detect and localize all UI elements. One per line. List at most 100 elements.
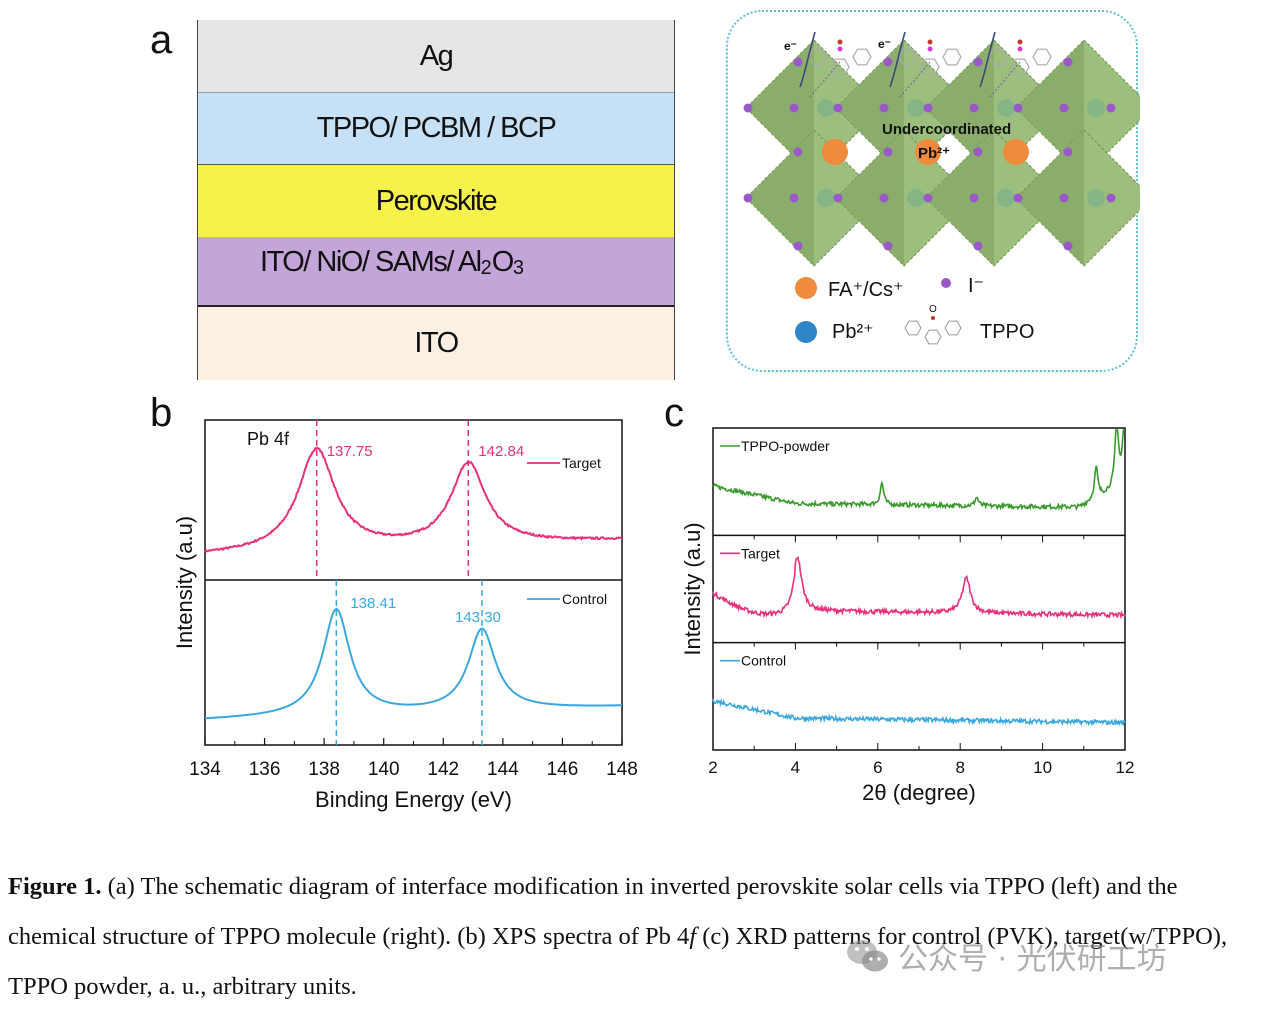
series-line-tppo-powder: [712, 429, 1125, 512]
benzene-ring: [944, 320, 962, 336]
plot-frame: [204, 419, 623, 746]
caption-italic: f: [689, 923, 697, 950]
iodide-atom: [883, 57, 893, 67]
layer-perovskite: Perovskite: [198, 165, 674, 237]
panel-c-letter: c: [664, 391, 684, 435]
electron-path: [889, 31, 906, 88]
peak-label: 138.41: [350, 595, 396, 612]
phosphorus-atom: [1017, 46, 1023, 52]
peak-label: 143.30: [455, 609, 501, 626]
iodide-atom: [833, 103, 843, 113]
iodide-atom: [973, 241, 983, 251]
legend-pb-icon: [795, 321, 817, 343]
phosphorus-atom: [837, 46, 843, 52]
iodide-atom: [833, 193, 843, 203]
octahedron: [835, 129, 973, 267]
pb-atom: [1087, 99, 1105, 117]
peak-label: 142.84: [478, 443, 524, 460]
pb-annotation-label: Pb²⁺: [918, 145, 950, 162]
schematic-drawing: e⁻ e⁻ Undercoordinated Pb²⁺ FA⁺/Cs⁺ I⁻ Pb²⁺ O TP…: [743, 31, 1140, 345]
series-line-target: [204, 446, 623, 553]
iodide-atom: [793, 57, 803, 67]
tppo-molecule: [799, 31, 872, 98]
layer-label: Ag: [419, 39, 454, 72]
electron-label: e⁻: [878, 37, 891, 51]
pb-atom: [907, 189, 925, 207]
layer-label: TPPO/ PCBM / BCP: [316, 112, 557, 144]
plot-frame: [712, 427, 1126, 751]
iodide-atom: [1059, 193, 1069, 203]
x-tick-label: 142: [427, 759, 459, 780]
octahedron-shade: [926, 40, 994, 176]
octahedron-shade: [926, 130, 994, 266]
wechat-icon: [847, 940, 888, 972]
series-line-control: [204, 607, 622, 720]
benzene-ring: [904, 320, 922, 336]
oxygen-atom: [927, 39, 933, 45]
caption-text: (a) The schematic diagram of interface m…: [8, 873, 1178, 950]
panel-a-letter: a: [150, 18, 173, 62]
legend-label: Target: [741, 545, 780, 561]
xrd-chart: 2 4 6 8 10 12 2θ (degree) Intensity (a.u) TPPO-p…: [680, 427, 1135, 805]
x-tick-label: 138: [308, 759, 340, 780]
watermark-text: 公众号 · 光伏研工坊: [898, 942, 1167, 977]
x-tick-label: 136: [249, 759, 281, 780]
pb-4f-annotation: Pb 4f: [247, 429, 290, 449]
pb-atom: [817, 189, 835, 207]
x-tick-label: 134: [189, 759, 221, 780]
iodide-atom: [789, 193, 799, 203]
electron-label: e⁻: [784, 39, 797, 53]
electron-path: [799, 31, 816, 88]
iodide-atom: [743, 103, 753, 113]
layer-etl: TPPO/ PCBM / BCP: [198, 93, 674, 165]
iodide-atom: [879, 193, 889, 203]
figure-caption: Figure 1. (a) The schematic diagram of i…: [8, 862, 1258, 1012]
iodide-atom: [923, 193, 933, 203]
x-tick-label: 148: [606, 759, 638, 780]
benzene-ring: [942, 48, 962, 66]
device-stack-diagram: Ag TPPO/ PCBM / BCP Perovskite ITO/ NiO/…: [197, 20, 675, 380]
cation-atom: [915, 139, 941, 165]
octahedron-shade: [1016, 40, 1084, 176]
iodide-atom: [1063, 57, 1073, 67]
pb-atom: [907, 99, 925, 117]
octahedron-shade: [836, 130, 904, 266]
x-tick-label: 12: [1116, 758, 1135, 777]
legend-pb-label: Pb²⁺: [832, 321, 874, 343]
iodide-atom: [789, 103, 799, 113]
legend-label: TPPO-powder: [741, 438, 830, 454]
benzene-ring: [920, 58, 940, 76]
octahedron: [835, 39, 973, 177]
oxygen-atom: [1017, 39, 1023, 45]
layer-label: Perovskite: [375, 184, 498, 217]
oxygen-atom: [837, 39, 843, 45]
benzene-ring: [852, 48, 872, 66]
pb-atom: [997, 189, 1015, 207]
legend-label: Control: [562, 591, 607, 607]
x-tick-label: 4: [791, 758, 800, 777]
legend-tppo-icon: [904, 316, 962, 345]
octahedron: [745, 39, 883, 177]
iodide-atom: [923, 103, 933, 113]
electron-path: [979, 31, 996, 88]
iodide-atom: [969, 103, 979, 113]
peak-label: 137.75: [327, 443, 373, 460]
iodide-atom: [1106, 103, 1116, 113]
iodide-atom: [1063, 241, 1073, 251]
legend-fa-cs-icon: [795, 277, 817, 299]
benzene-ring: [924, 329, 942, 345]
legend-iodide-label: I⁻: [968, 275, 984, 297]
layer-label: ITO: [414, 327, 459, 359]
x-tick-label: 8: [955, 758, 964, 777]
tppo-molecule: [889, 31, 962, 98]
iodide-atom: [1013, 193, 1023, 203]
layer-htl: ITO/ NiO/ SAMs/ Al2O3: [198, 237, 674, 307]
layer-label: ITO/ NiO/ SAMs/ Al2O3: [260, 245, 524, 279]
phosphorus-atom: [927, 46, 933, 52]
iodide-atom: [1059, 103, 1069, 113]
legend-fa-cs-label: FA⁺/Cs⁺: [828, 279, 904, 301]
legend-iodide-icon: [941, 278, 951, 288]
benzene-ring: [1032, 48, 1052, 66]
pb-atom: [997, 99, 1015, 117]
iodide-atom: [1106, 193, 1116, 203]
